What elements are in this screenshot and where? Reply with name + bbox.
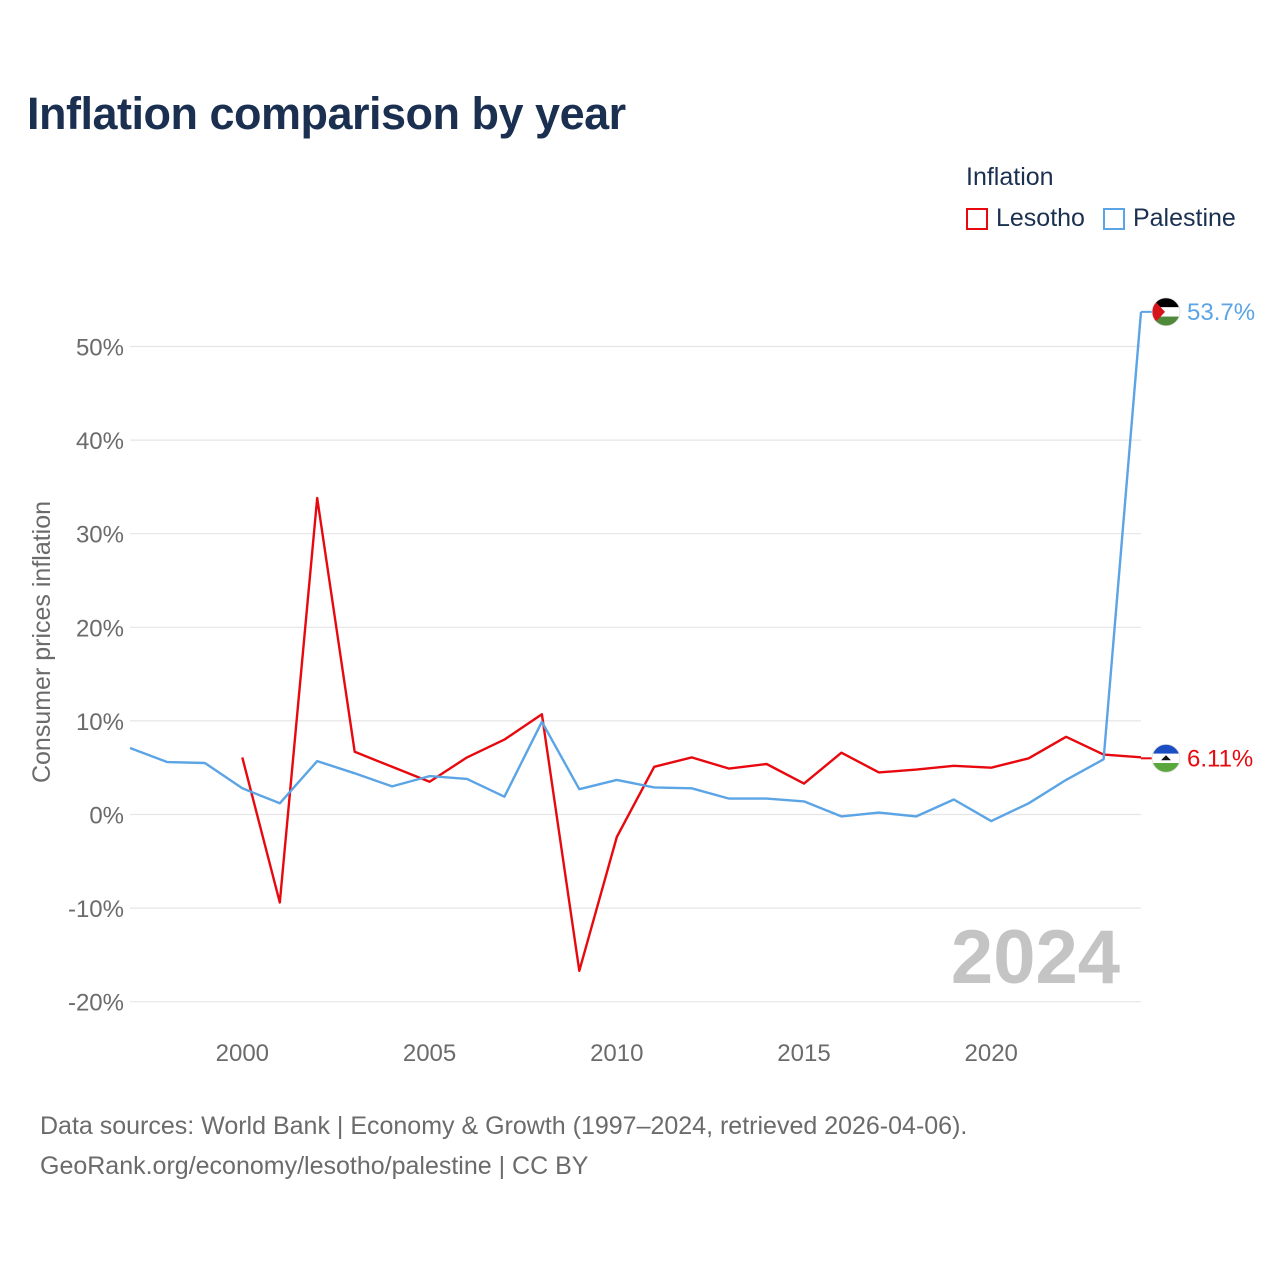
palestine-end-marker: 53.7%: [1141, 297, 1255, 327]
line-chart: -20%-10%0%10%20%30%40%50% 2000 2005 2010 20…: [28, 297, 1255, 1067]
end-labels: 6.11% 53.7%: [1141, 297, 1255, 773]
legend: Lesotho Palestine: [966, 204, 1254, 233]
y-tick-label: 0%: [89, 803, 124, 830]
data-source: Data sources: World Bank | Economy & Gro…: [40, 1106, 967, 1186]
series-line-palestine[interactable]: [129, 311, 1143, 823]
legend-label-lesotho: Lesotho: [996, 204, 1085, 232]
palestine-end-value: 53.7%: [1187, 299, 1255, 326]
palestine-flag-icon: [1152, 297, 1180, 326]
legend-title: Inflation: [966, 163, 1054, 191]
x-tick-label: 2015: [777, 1040, 830, 1067]
x-tick-label: 2010: [590, 1040, 643, 1067]
y-tick-label: 20%: [76, 615, 124, 642]
y-axis-label: Consumer prices inflation: [28, 501, 56, 783]
y-tick-label: 50%: [76, 335, 124, 362]
year-watermark: 2024: [951, 915, 1120, 1000]
series-line-lesotho[interactable]: [241, 496, 1142, 972]
gridlines: [130, 345, 1141, 1003]
source-line-2[interactable]: GeoRank.org/economy/lesotho/palestine | …: [40, 1152, 589, 1180]
y-tick-label: 30%: [76, 522, 124, 549]
x-tick-label: 2005: [403, 1040, 456, 1067]
x-tick-label: 2020: [965, 1040, 1018, 1067]
legend-item-lesotho[interactable]: Lesotho: [966, 204, 1085, 233]
legend-swatch-lesotho: [966, 207, 988, 230]
x-tick-label: 2000: [216, 1040, 269, 1067]
y-tick-label: 10%: [76, 709, 124, 736]
legend-swatch-palestine: [1102, 207, 1125, 230]
source-line-1: Data sources: World Bank | Economy & Gro…: [40, 1112, 968, 1140]
legend-label-palestine: Palestine: [1132, 204, 1236, 232]
chart-title: Inflation comparison by year: [27, 88, 626, 139]
legend-item-palestine[interactable]: Palestine: [1102, 204, 1236, 233]
y-tick-label: -20%: [68, 990, 124, 1017]
series-lines: [129, 311, 1143, 972]
lesotho-flag-icon: [1152, 744, 1180, 773]
lesotho-end-value: 6.11%: [1187, 745, 1253, 772]
y-tick-label: -10%: [68, 896, 124, 923]
y-axis-ticks: -20% -10% 0% 10% 20% 30% 40% 50%: [68, 335, 124, 1017]
x-axis-ticks: 2000 2005 2010 2015 2020: [216, 1040, 1018, 1067]
lesotho-end-marker: 6.11%: [1141, 743, 1253, 773]
y-tick-label: 40%: [76, 428, 124, 455]
